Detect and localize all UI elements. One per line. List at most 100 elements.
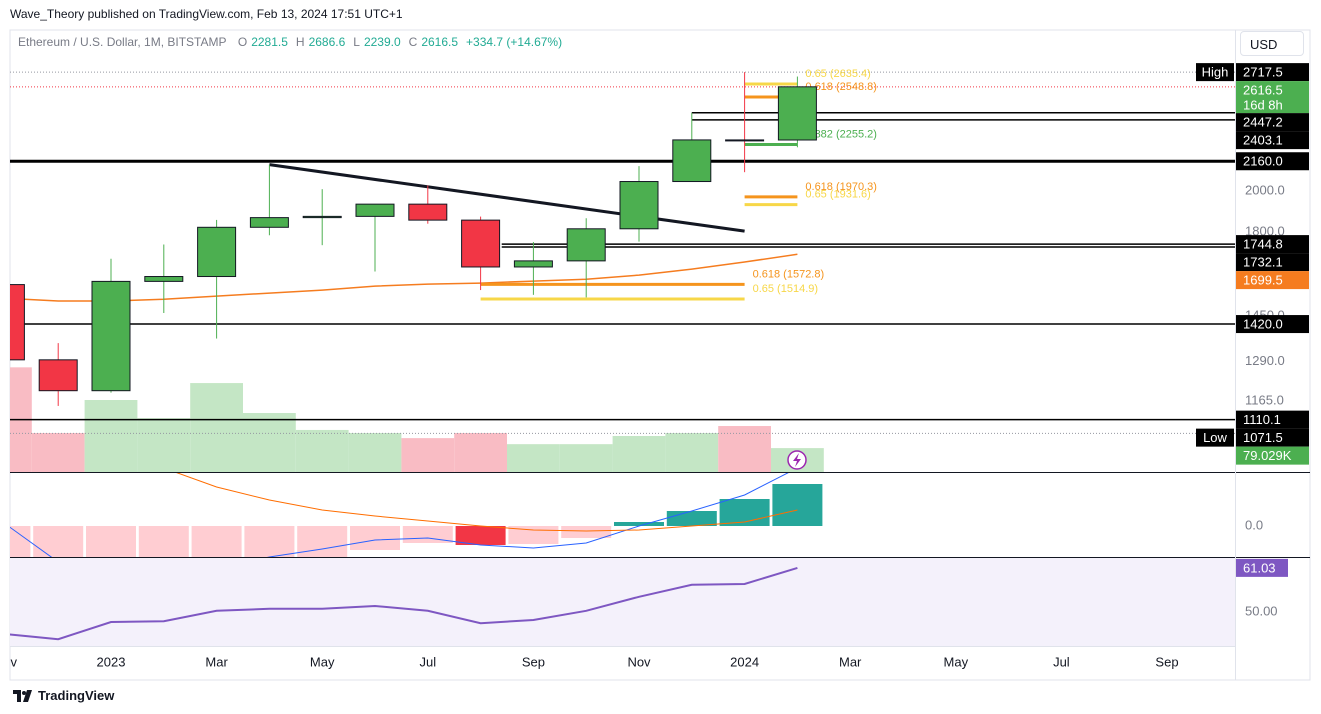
y-tick-label: 2000.0 [1245, 183, 1285, 198]
candle-body [302, 215, 342, 219]
price-badge-label: 1420.0 [1243, 316, 1283, 331]
price-badge-label: 1699.5 [1243, 273, 1283, 288]
fib-label: 0.65 (1931.6) [805, 189, 870, 201]
macd-histogram-bar [138, 526, 189, 557]
rsi-tick-label: 50.00 [1245, 603, 1278, 618]
fib-label: 0.65 (2635.4) [805, 68, 870, 80]
legend-value: 2686.6 [308, 35, 346, 49]
price-badge [1236, 131, 1309, 150]
rsi-badge [1236, 558, 1288, 577]
time-axis: Nov 2023 Mar May Jul Sep Nov 2024 Mar May Jul Sep [0, 654, 1179, 669]
volume-bar [84, 400, 138, 472]
legend-change: +334.7 (+14.67%) [466, 35, 563, 49]
price-badge-label: 2616.5 [1243, 83, 1283, 98]
price-badge-label: 1744.8 [1243, 237, 1283, 252]
candle-body [197, 226, 237, 278]
legend-value: 2239.0 [363, 35, 401, 49]
countdown-label: 16d 8h [1243, 98, 1283, 113]
badge-tag [1196, 428, 1234, 447]
macd-histogram-bar [10, 526, 31, 557]
volume-bar [454, 432, 507, 472]
candle-body [144, 276, 184, 282]
candle-body [725, 139, 765, 142]
macd-line [10, 473, 789, 557]
footer-brand: TradingView [12, 688, 114, 703]
volume-badge [1236, 446, 1309, 465]
x-tick-label: Nov [0, 654, 17, 669]
candle-body [355, 203, 395, 217]
x-tick-label: Mar [205, 654, 228, 669]
brand-logo [13, 689, 32, 702]
macd-histogram-bar [33, 526, 84, 557]
candle-body [461, 219, 501, 268]
macd-histogram-bar [455, 526, 506, 545]
symbol: Ethereum / U.S. Dollar, 1M, BITSTAMP [18, 35, 227, 49]
candle-body [10, 284, 25, 361]
currency-button[interactable]: USD [1240, 31, 1304, 56]
price-badge-label: 2717.5 [1243, 65, 1283, 80]
x-tick-label: 2024 [730, 654, 759, 669]
volume-bar [665, 432, 719, 472]
x-tick-label: Jul [419, 654, 436, 669]
volume-bar [348, 432, 402, 472]
x-tick-label: May [310, 654, 335, 669]
x-tick-label: Jul [1053, 654, 1070, 669]
x-tick-label: May [944, 654, 969, 669]
x-tick-label: Nov [627, 654, 651, 669]
legend-key: C [408, 35, 418, 49]
trendline [269, 163, 745, 233]
volume-bar [559, 444, 613, 472]
symbol-legend: Ethereum / U.S. Dollar, 1M, BITSTAMP O 22… [18, 35, 566, 49]
publisher-line: Wave_Theory published on TradingView.com… [10, 7, 403, 21]
rsi-pane [10, 566, 798, 641]
candle-body [249, 217, 289, 228]
x-tick-label: Sep [1155, 654, 1178, 669]
signal-line [176, 473, 798, 532]
price-badge-label: 1110.1 [1243, 412, 1281, 427]
macd-histogram-bar [86, 526, 136, 557]
price-badge-label: 2160.0 [1243, 154, 1283, 169]
price-badge [1236, 63, 1309, 82]
fib-label: 0.618 (1572.8) [753, 268, 825, 280]
price-badge-label: 2403.1 [1243, 133, 1283, 148]
volume-bar [401, 438, 455, 472]
badge-tag-label: High [1202, 65, 1229, 80]
macd-pane [10, 473, 823, 557]
price-badge [1236, 235, 1309, 254]
x-tick-label: Sep [522, 654, 545, 669]
price-badge-label: 2447.2 [1243, 115, 1283, 130]
volume-bar [31, 432, 85, 472]
alert-icon [787, 450, 807, 470]
brand-name: TradingView [38, 688, 115, 703]
ema-line [10, 253, 798, 302]
macd-histogram-bar [191, 526, 242, 557]
price-badge [1236, 410, 1309, 429]
legend-value: 2616.5 [421, 35, 459, 49]
volume-bar [295, 429, 349, 472]
candle-body [777, 86, 817, 141]
price-badge [1236, 152, 1309, 171]
price-badge [1236, 81, 1309, 114]
price-axis: 0.050.0061.032000.01800.01450.01290.0116… [1196, 63, 1309, 618]
volume-bar [612, 436, 666, 472]
macd-histogram-bar [244, 526, 295, 557]
rsi-line [10, 566, 798, 641]
macd-tick-label: 0.0 [1245, 517, 1263, 532]
x-tick-label: 2023 [97, 654, 126, 669]
x-tick-label: Mar [839, 654, 862, 669]
volume-bar [190, 383, 243, 472]
badge-tag-label: Low [1203, 430, 1227, 445]
badge-tag [1196, 63, 1234, 82]
price-badge [1236, 271, 1309, 290]
legend-value: 2281.5 [251, 35, 288, 49]
candle-body [513, 260, 553, 268]
candle-body [619, 181, 659, 230]
legend-key: O [237, 35, 248, 49]
candle-body [408, 203, 448, 221]
macd-histogram-bar [350, 526, 400, 550]
volume-bar [137, 418, 191, 472]
fib-label: 0.618 (2548.8) [805, 81, 877, 93]
fib-label: 0.618 (1970.3) [805, 181, 877, 193]
